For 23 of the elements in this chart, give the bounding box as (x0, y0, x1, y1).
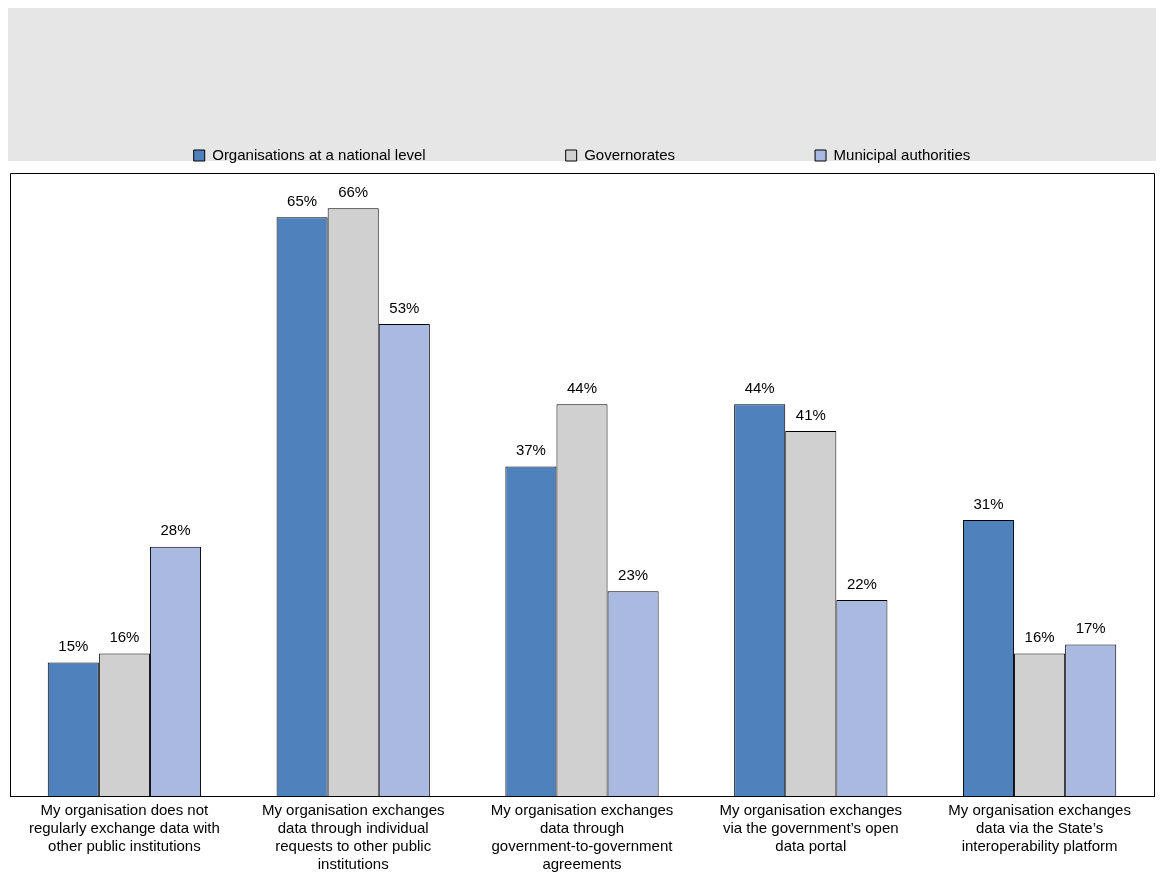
data-label: 16% (109, 628, 140, 646)
data-label: 23% (618, 565, 649, 583)
data-label: 37% (515, 441, 546, 459)
data-label: 17% (1075, 619, 1106, 637)
data-label: 44% (744, 378, 775, 396)
x-tick-label: My organisation exchanges via the government’s open data portal (719, 801, 903, 855)
data-label: 31% (973, 494, 1004, 512)
data-label: 28% (160, 521, 191, 539)
data-label: 53% (389, 298, 420, 316)
data-label: 65% (287, 191, 318, 209)
data-label: 66% (338, 182, 369, 200)
legend-label: Municipal authorities (833, 145, 971, 163)
data-label: 22% (846, 574, 877, 592)
x-tick-label: My organisation exchanges data through individual requests to other public institutions (261, 801, 445, 873)
data-label: 16% (1024, 628, 1055, 646)
legend-label: Organisations at a national level (212, 145, 426, 163)
data-label: 15% (58, 637, 89, 655)
x-tick-label: My organisation exchanges data through government-to-government agreements (490, 801, 674, 873)
data-label: 41% (795, 405, 826, 423)
legend-label: Governorates (584, 145, 676, 163)
x-tick-label: My organisation does not regularly exchange data with other public institutions (28, 801, 220, 855)
x-tick-label: My organisation exchanges data via the State’s interoperability platform (948, 801, 1131, 855)
data-label: 44% (566, 378, 598, 396)
